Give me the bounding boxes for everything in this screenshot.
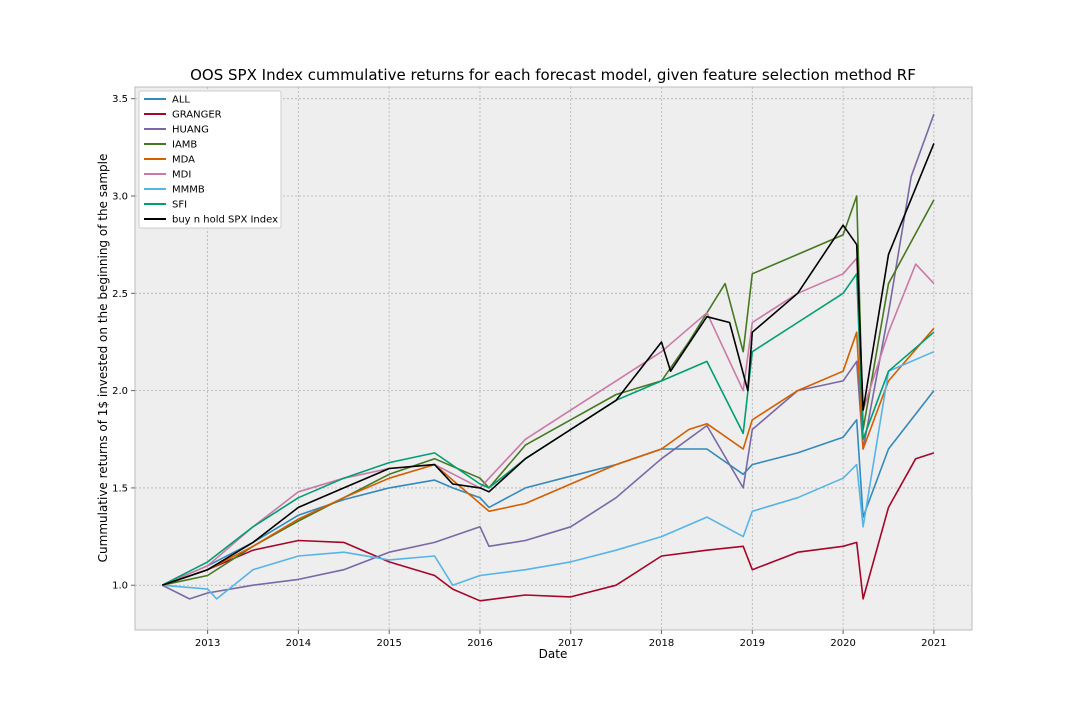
series-line-buy-n-hold-spx-index [161,143,935,586]
legend-label: IAMB [172,140,197,151]
series-line-mda [161,327,935,586]
legend: ALL GRANGER HUANG IAMB MDA MDI MMMB SFI buy n ho… [138,90,282,229]
legend-label: GRANGER [172,110,222,121]
x-tick-label: 2015 [376,638,401,649]
x-tick-label: 2014 [286,638,311,649]
series-line-granger [161,452,935,602]
y-tick-label: 2.5 [112,289,128,300]
y-tick-label: 3.5 [112,94,128,105]
x-tick-label: 2017 [558,638,583,649]
y-axis-label: Cummulative returns of 1$ invested on th… [96,154,110,563]
legend-label: ALL [172,95,190,106]
grid-lines [135,87,972,630]
legend-label: HUANG [172,125,209,136]
series-line-huang [161,113,935,600]
x-axis-label: Date [539,647,568,661]
x-tick-label: 2018 [649,638,674,649]
axis-ticks: 2013 2014 2015 2016 2017 2018 2019 2020 2021 1.0 1… [112,94,947,649]
y-tick-label: 1.5 [112,483,128,494]
y-tick-label: 1.0 [112,581,128,592]
y-tick-label: 2.0 [112,386,128,397]
legend-label: MDA [172,155,195,166]
legend-label: MMMB [172,185,205,196]
x-tick-label: 2019 [740,638,765,649]
legend-box [138,90,282,229]
x-tick-label: 2016 [467,638,492,649]
series-line-mmmb [162,350,935,600]
y-tick-label: 3.0 [112,191,128,202]
series-layer [161,113,935,602]
legend-label: MDI [172,170,191,181]
x-tick-label: 2021 [921,638,946,649]
chart-title: OOS SPX Index cummulative returns for ea… [190,66,916,84]
legend-label: SFI [172,200,187,211]
x-tick-label: 2020 [830,638,855,649]
legend-label: buy n hold SPX Index [172,215,278,226]
x-tick-label: 2013 [195,638,220,649]
